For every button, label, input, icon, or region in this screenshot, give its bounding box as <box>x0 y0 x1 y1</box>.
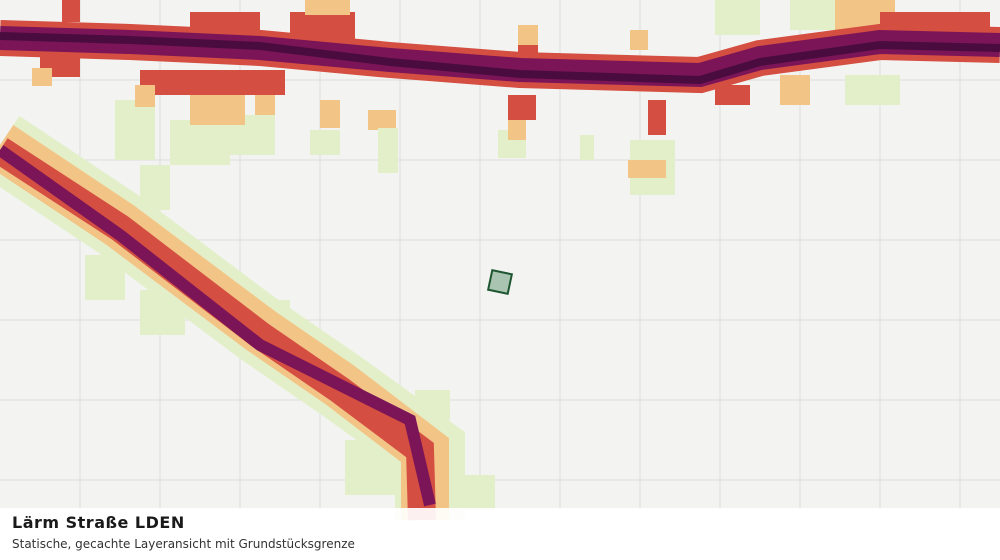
road-noise-top <box>0 20 1000 94</box>
parcel-boundary <box>486 268 514 296</box>
caption-subtitle: Statische, gecachte Layeransicht mit Gru… <box>12 537 355 551</box>
road-noise-diagonal <box>0 115 465 521</box>
caption-panel <box>0 508 1000 560</box>
caption-title: Lärm Straße LDEN <box>12 513 185 532</box>
